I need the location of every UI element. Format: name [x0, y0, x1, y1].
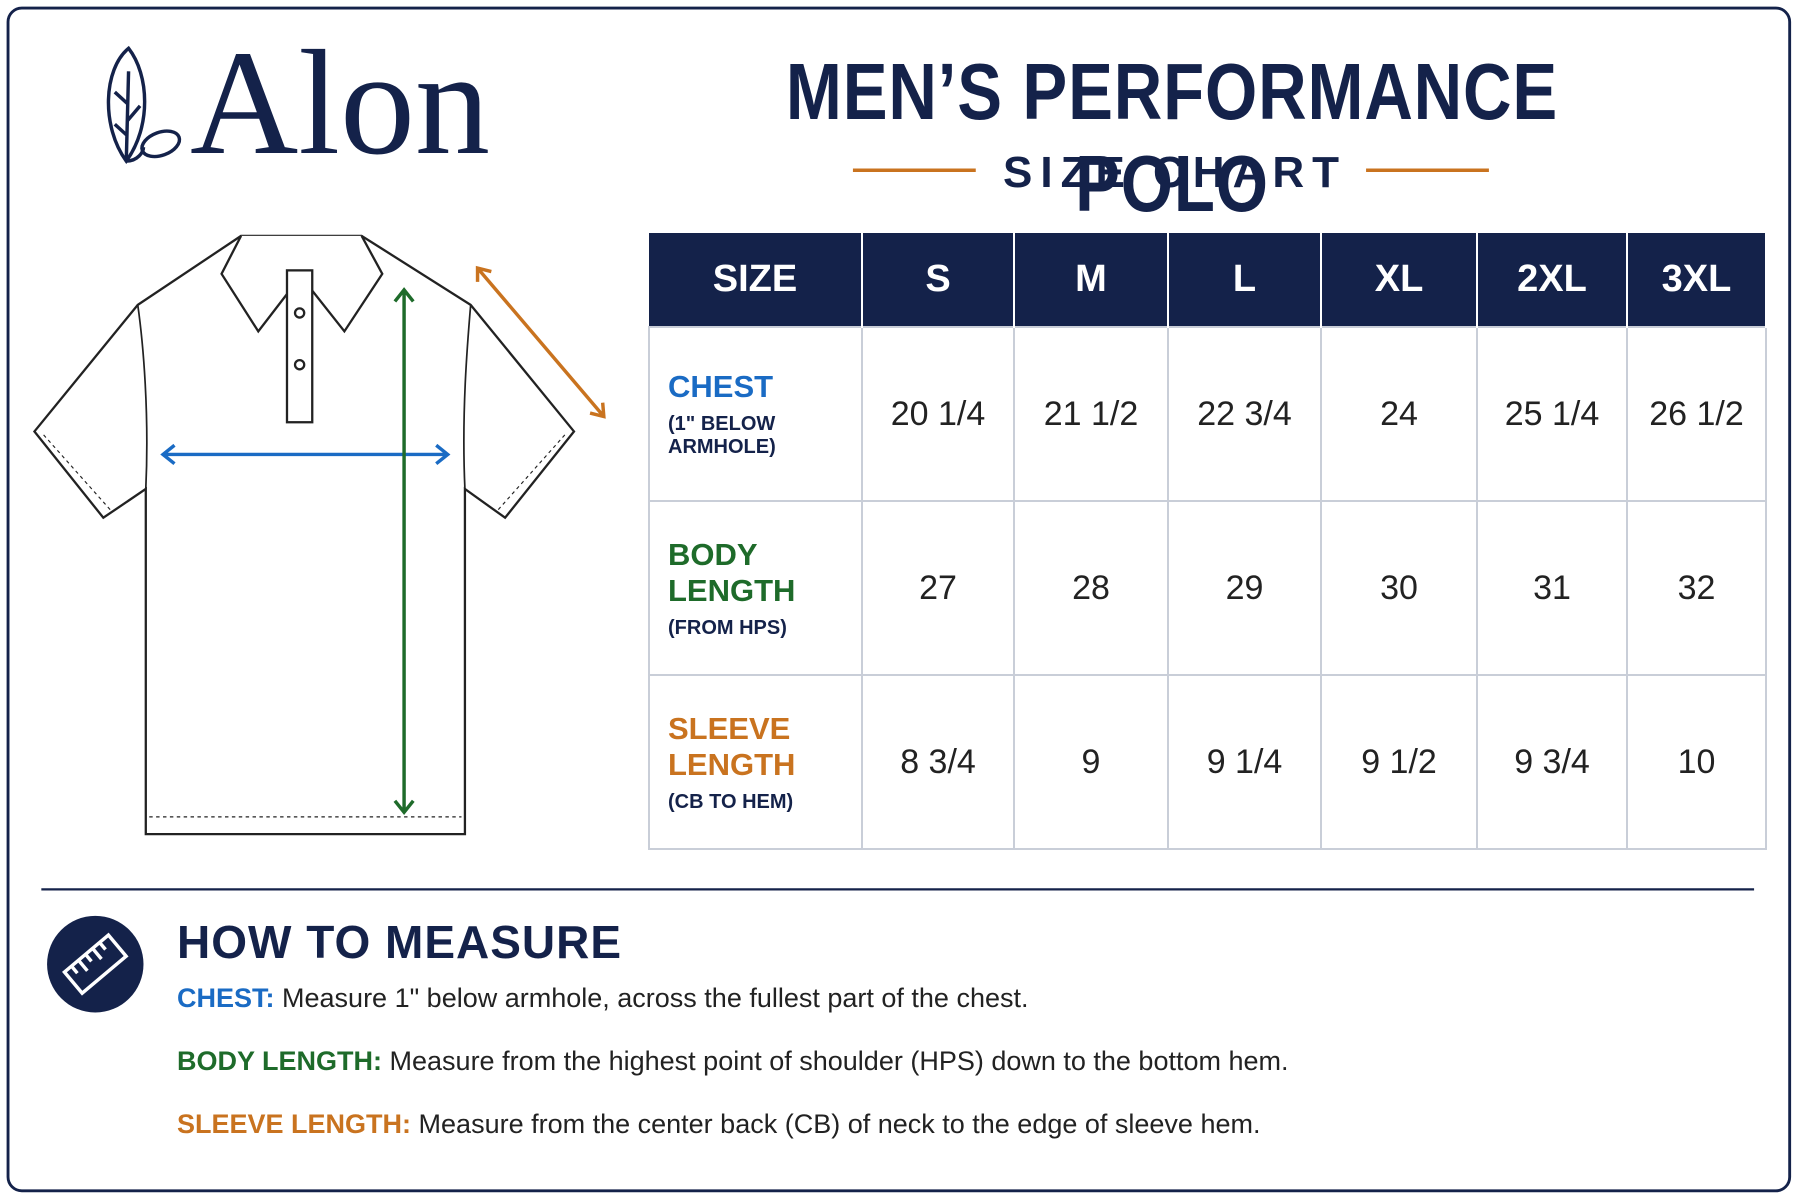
subtitle: SIZE CHART — [1003, 148, 1347, 197]
logo-leaf — [106, 45, 182, 164]
row-label-cell: CHEST (1" BELOW ARMHOLE) — [648, 326, 863, 502]
table-cell: 9 1/2 — [1320, 674, 1478, 850]
size-table: SIZE S M L XL 2XL 3XL CHEST (1" BELOW ARMHOLE) 20… — [648, 233, 1767, 850]
table-cell: 29 — [1167, 500, 1322, 676]
ruler-icon — [47, 915, 144, 1013]
table-cell: 20 1/4 — [861, 326, 1015, 502]
table-cell: 28 — [1013, 500, 1169, 676]
row-label-cell: SLEEVE LENGTH (CB TO HEM) — [648, 674, 863, 850]
note-label: CHEST: — [177, 983, 275, 1013]
table-cell: 30 — [1320, 500, 1478, 676]
table-cell: 31 — [1476, 500, 1628, 676]
measure-arrows — [160, 265, 606, 816]
column-header: XL — [1321, 233, 1478, 327]
note-label: BODY LENGTH: — [177, 1046, 383, 1076]
table-cell: 32 — [1626, 500, 1767, 676]
polo-drawing — [32, 234, 576, 836]
table-cell: 26 1/2 — [1626, 326, 1767, 502]
section-title: HOW TO MEASURE — [177, 916, 623, 968]
row-label: SLEEVE LENGTH — [668, 710, 796, 782]
table-cell: 25 1/4 — [1476, 326, 1628, 502]
column-header: S — [862, 233, 1015, 327]
table-cell: 21 1/2 — [1013, 326, 1169, 502]
table-row: SLEEVE LENGTH (CB TO HEM) 8 3/4 9 9 1/4 9 1/2… — [648, 674, 1767, 850]
column-header: SIZE — [649, 233, 863, 327]
table-cell: 24 — [1320, 326, 1478, 502]
measure-note: CHEST: Measure 1" below armhole, across … — [177, 983, 1029, 1014]
note-label: SLEEVE LENGTH: — [177, 1109, 412, 1139]
header-row: SIZE S M L XL 2XL 3XL — [649, 233, 1767, 327]
note-text: Measure from the highest point of should… — [389, 1046, 1289, 1076]
table-cell: 27 — [861, 500, 1015, 676]
row-label: CHEST — [668, 369, 774, 404]
measure-note: SLEEVE LENGTH: Measure from the center b… — [177, 1109, 1260, 1140]
column-header: 2XL — [1477, 233, 1628, 327]
table-cell: 9 — [1013, 674, 1169, 850]
table-cell: 8 3/4 — [861, 674, 1015, 850]
column-header: 3XL — [1627, 233, 1767, 327]
note-text: Measure 1" below armhole, across the ful… — [282, 983, 1029, 1013]
brand-logo: Alon — [190, 20, 490, 186]
table-cell: 9 1/4 — [1167, 674, 1322, 850]
row-label-cell: BODY LENGTH (FROM HPS) — [648, 500, 863, 676]
note-text: Measure from the center back (CB) of nec… — [418, 1109, 1261, 1139]
table-cell: 9 3/4 — [1476, 674, 1628, 850]
measure-note: BODY LENGTH: Measure from the highest po… — [177, 1046, 1289, 1077]
frame-border — [6, 6, 1792, 1193]
column-header: M — [1014, 233, 1169, 327]
row-sublabel: (1" BELOW ARMHOLE) — [668, 413, 776, 458]
row-sublabel: (CB TO HEM) — [668, 790, 794, 813]
table-row: BODY LENGTH (FROM HPS) 27 28 29 30 31 32 — [648, 500, 1767, 676]
row-sublabel: (FROM HPS) — [668, 616, 787, 639]
title: MEN’S PERFORMANCE POLO — [785, 47, 1559, 228]
row-label: BODY LENGTH — [668, 536, 796, 608]
table-row: CHEST (1" BELOW ARMHOLE) 20 1/4 21 1/2 22 3/… — [648, 326, 1767, 502]
table-cell: 22 3/4 — [1167, 326, 1322, 502]
table-cell: 10 — [1626, 674, 1767, 850]
column-header: L — [1168, 233, 1322, 327]
